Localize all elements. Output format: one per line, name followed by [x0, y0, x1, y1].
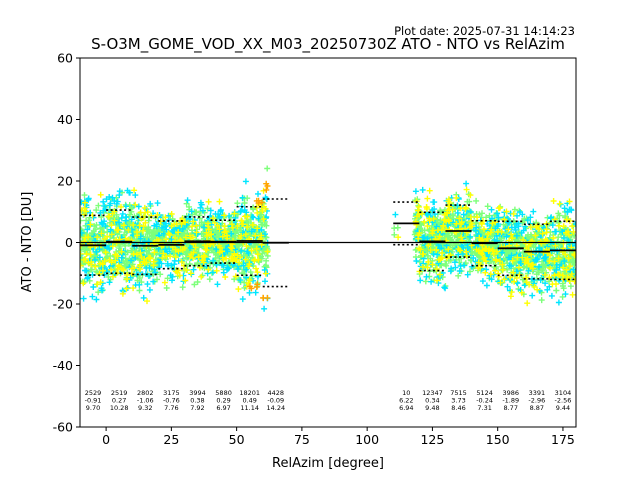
- bin-std: 9.32: [138, 404, 152, 412]
- bin-mean: 0.38: [190, 397, 204, 405]
- bin-std: 9.48: [425, 404, 439, 412]
- bin-mean: -2.96: [528, 397, 545, 405]
- bin-stat-label: 3391 -2.96 8.87: [528, 389, 545, 412]
- bin-stat-label: 2519 0.27 10.28: [110, 389, 129, 412]
- bin-mean: 0.27: [112, 397, 126, 405]
- bin-mean: 0.29: [216, 397, 230, 405]
- bin-count: 3104: [555, 389, 572, 397]
- bin-count: 7515: [450, 389, 467, 397]
- y-tick-label: 40: [57, 112, 73, 127]
- plot-date: Plot date: 2025-07-31 14:14:23: [394, 24, 575, 38]
- scatter-series-3: [246, 180, 271, 302]
- bin-count: 10: [402, 389, 410, 397]
- x-tick-label: 175: [551, 432, 575, 447]
- bin-stat-label: 2529 -0.91 9.70: [85, 389, 102, 412]
- bin-stat-label: 3104 -2.56 9.44: [555, 389, 572, 412]
- bin-count: 12347: [422, 389, 443, 397]
- bin-mean: -1.89: [502, 397, 519, 405]
- bin-count: 18201: [239, 389, 260, 397]
- bin-std: 8.46: [451, 404, 465, 412]
- bin-stat-label: 4428 -0.09 14.24: [266, 389, 285, 412]
- bin-stat-label: 7515 3.73 8.46: [450, 389, 467, 412]
- x-tick-label: 100: [355, 432, 379, 447]
- bin-mean: 3.73: [451, 397, 465, 405]
- y-axis: -60 -40 -20 0 20 40 60: [53, 51, 80, 435]
- bin-count: 3994: [189, 389, 206, 397]
- bin-mean: 6.22: [399, 397, 413, 405]
- bin-stat-label: 5880 0.29 6.97: [215, 389, 232, 412]
- chart-title: S-O3M_GOME_VOD_XX_M03_20250730Z ATO - NT…: [91, 35, 565, 54]
- bin-mean: -0.76: [163, 397, 180, 405]
- bin-stat-label: 3994 0.38 7.92: [189, 389, 206, 412]
- bin-stat-label: 5124 -0.24 7.31: [476, 389, 493, 412]
- bin-stat-label: 3986 -1.89 8.77: [502, 389, 519, 412]
- y-tick-label: -20: [53, 297, 73, 312]
- bin-std: 9.70: [86, 404, 100, 412]
- bin-statistics: 2529 -0.91 9.70 2519 0.27 10.28 2802 -1.06 9.32 3…: [80, 198, 576, 412]
- bin-stat-label: 10 6.22 6.94: [399, 389, 413, 412]
- bin-mean: 0.34: [425, 397, 439, 405]
- x-tick-label: 125: [420, 432, 444, 447]
- bin-std: 9.44: [556, 404, 570, 412]
- bin-std: 7.92: [190, 404, 204, 412]
- bin-std: 11.14: [240, 404, 259, 412]
- y-tick-label: 20: [57, 174, 73, 189]
- bin-count: 3391: [529, 389, 546, 397]
- bin-std: 10.28: [110, 404, 129, 412]
- bin-mean: -1.06: [137, 397, 154, 405]
- bin-stat-label: 18201 0.49 11.14: [239, 389, 260, 412]
- x-axis-label: RelAzim [degree]: [272, 456, 384, 471]
- bin-std: 8.77: [503, 404, 517, 412]
- bin-stat-label: 12347 0.34 9.48: [422, 389, 443, 412]
- bin-count: 2529: [85, 389, 102, 397]
- x-tick-label: 50: [229, 432, 245, 447]
- bin-stat-label: 2802 -1.06 9.32: [137, 389, 154, 412]
- x-axis: 0 25 50 75 100 125 150 175: [102, 427, 575, 447]
- y-axis-label: ATO - NTO [DU]: [20, 192, 35, 293]
- x-tick-label: 150: [486, 432, 510, 447]
- bin-count: 5880: [215, 389, 232, 397]
- bin-mean: -0.09: [267, 397, 284, 405]
- bin-std: 14.24: [266, 404, 285, 412]
- scatter-points: [80, 165, 576, 312]
- bin-std: 6.94: [399, 404, 413, 412]
- scatter-series-2: [80, 186, 576, 307]
- bin-count: 3175: [163, 389, 180, 397]
- bin-mean: -2.56: [555, 397, 572, 405]
- bin-stat-label: 3175 -0.76 7.76: [163, 389, 180, 412]
- bin-mean: -0.91: [85, 397, 102, 405]
- bin-std: 8.87: [530, 404, 544, 412]
- bin-count: 2519: [111, 389, 128, 397]
- y-tick-label: -60: [53, 420, 73, 435]
- bin-std: 6.97: [216, 404, 230, 412]
- y-tick-label: -40: [53, 358, 73, 373]
- bin-count: 4428: [268, 389, 285, 397]
- bin-count: 2802: [137, 389, 154, 397]
- x-tick-label: 25: [163, 432, 179, 447]
- x-tick-label: 0: [102, 432, 110, 447]
- bin-std: 7.76: [164, 404, 178, 412]
- bin-count: 5124: [476, 389, 493, 397]
- bin-std: 7.31: [477, 404, 491, 412]
- y-tick-label: 60: [57, 51, 73, 66]
- x-tick-label: 75: [294, 432, 310, 447]
- bin-mean: 0.49: [242, 397, 256, 405]
- bin-count: 3986: [502, 389, 519, 397]
- bin-mean: -0.24: [476, 397, 493, 405]
- y-tick-label: 0: [65, 235, 73, 250]
